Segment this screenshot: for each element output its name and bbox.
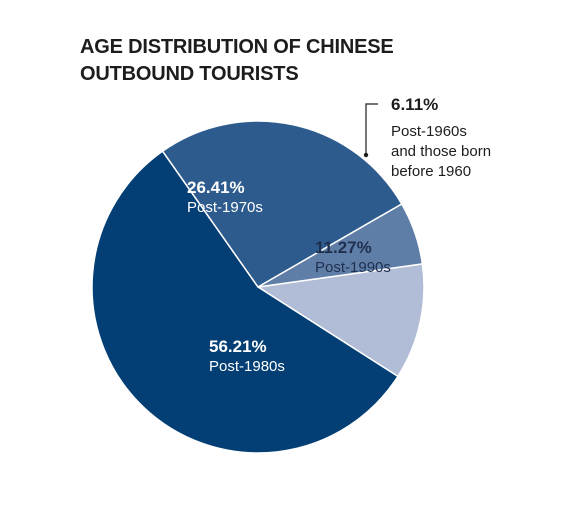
leader-line bbox=[365, 103, 378, 155]
slice-category-label-3-line-1: and those born bbox=[391, 143, 491, 160]
slice-category-label-0: Post-1990s bbox=[315, 259, 391, 276]
pie-slice-3 bbox=[257, 203, 424, 288]
slice-value-label-1: 56.21% bbox=[209, 337, 267, 356]
chart-title: AGE DISTRIBUTION OF CHINESE OUTBOUND TOU… bbox=[80, 34, 394, 88]
slice-category-label-2: Post-1970s bbox=[187, 199, 263, 216]
pie-slices bbox=[91, 120, 425, 454]
pie-labels: 11.27% Post-1990s 56.21% Post-1980s 26.41% Po… bbox=[187, 95, 491, 375]
slice-value-label-0: 11.27% bbox=[315, 238, 372, 257]
slice-category-label-3-line-2: before 1960 bbox=[391, 163, 471, 180]
pie-slice-1 bbox=[91, 150, 399, 454]
chart-title-line-1: AGE DISTRIBUTION OF CHINESE bbox=[80, 36, 394, 58]
slice-category-label-3-line-0: Post-1960s bbox=[391, 123, 467, 140]
chart-title-line-2: OUTBOUND TOURISTS bbox=[80, 63, 299, 85]
pie-slice-2 bbox=[161, 120, 403, 288]
slice-value-label-3: 6.11% bbox=[391, 95, 438, 114]
pie-slice-0 bbox=[257, 263, 425, 378]
slice-value-label-2: 26.41% bbox=[187, 178, 245, 197]
slice-category-label-1: Post-1980s bbox=[209, 358, 285, 375]
